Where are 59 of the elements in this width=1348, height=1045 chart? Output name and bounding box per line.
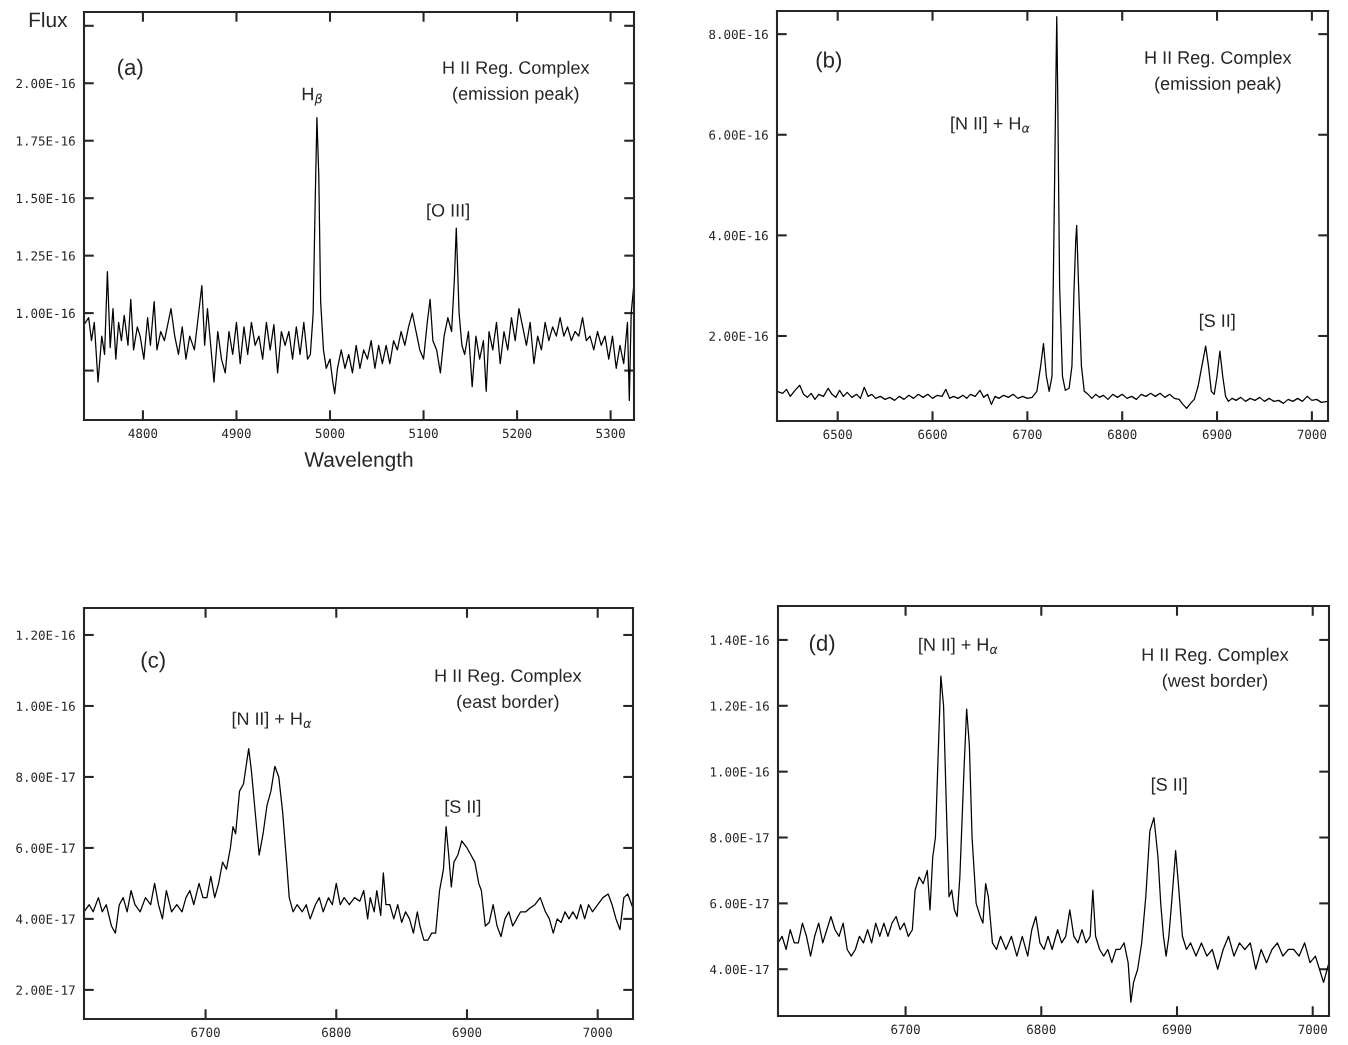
y-tick-label: 1.00E-16 [710, 767, 769, 777]
annotation: (a) [118, 58, 143, 80]
x-tick-label: 6700 [891, 1024, 920, 1035]
y-tick-label: 1.00E-16 [16, 308, 75, 319]
x-tick-label: 5200 [502, 428, 532, 439]
y-tick-label: 6.00E-17 [16, 843, 75, 853]
x-axis-title: Wavelength [304, 451, 413, 472]
y-tick-label: 4.00E-17 [16, 914, 75, 924]
annotation: (b) [816, 51, 841, 73]
annotation: [S II] [445, 799, 481, 817]
x-tick-label: 6800 [1027, 1024, 1056, 1035]
annotation: (c) [141, 651, 165, 673]
y-tick-label: 8.00E-17 [710, 833, 769, 843]
x-tick-label: 6800 [1107, 429, 1137, 440]
x-tick-label: 4900 [222, 428, 251, 439]
annotation: [N II] + H$_{α}$ [951, 116, 1030, 134]
annotation: H II Reg. Complex (emission peak) [443, 60, 590, 104]
y-tick-label: 1.20E-16 [710, 701, 769, 711]
x-tick-label: 6900 [452, 1027, 482, 1038]
annotation: [O III] [427, 203, 469, 221]
y-tick-label: 2.00E-16 [709, 331, 768, 341]
y-tick-label: 1.25E-16 [16, 251, 75, 261]
x-tick-label: 7000 [1297, 429, 1327, 440]
annotation: H II Reg. Complex (east border) [435, 668, 582, 712]
x-tick-label: 6700 [1013, 429, 1042, 440]
annotation: H II Reg. Complex (emission peak) [1145, 50, 1292, 94]
y-tick-label: 1.20E-16 [16, 630, 75, 640]
y-tick-label: 4.00E-16 [709, 230, 768, 241]
x-tick-label: 6800 [322, 1027, 351, 1038]
x-tick-label: 4800 [128, 428, 158, 439]
y-tick-label: 2.00E-16 [16, 78, 75, 89]
x-tick-label: 7000 [583, 1027, 612, 1038]
annotation: [S II] [1199, 313, 1235, 331]
y-tick-label: 6.00E-16 [709, 130, 768, 140]
x-tick-label: 6900 [1162, 1024, 1192, 1035]
x-tick-label: 5100 [409, 428, 438, 439]
x-tick-label: 6500 [823, 429, 852, 440]
x-tick-label: 5000 [315, 428, 345, 439]
x-tick-label: 6900 [1202, 429, 1232, 440]
x-tick-label: 6700 [191, 1027, 220, 1038]
y-tick-label: 1.40E-16 [710, 635, 769, 645]
x-tick-label: 5300 [596, 428, 625, 439]
y-tick-label: 8.00E-16 [709, 29, 768, 40]
annotation: (d) [809, 634, 835, 656]
x-tick-label: 6600 [918, 429, 947, 440]
annotation: H II Reg. Complex (west border) [1142, 647, 1289, 691]
y-tick-label: 6.00E-17 [710, 898, 769, 909]
y-axis-title: Flux [29, 12, 68, 28]
annotation: [S II] [1151, 777, 1187, 795]
annotation: [N II] + H$_{α}$ [232, 711, 312, 729]
y-tick-label: 2.00E-17 [16, 985, 75, 995]
x-tick-label: 7000 [1298, 1024, 1327, 1035]
y-tick-label: 1.00E-16 [16, 701, 75, 711]
y-tick-label: 1.75E-16 [16, 136, 75, 146]
y-tick-label: 1.50E-16 [16, 193, 75, 204]
annotation: [N II] + H$_{α}$ [919, 637, 998, 655]
y-tick-label: 8.00E-17 [16, 772, 75, 782]
y-tick-label: 4.00E-17 [710, 964, 769, 975]
annotation: H$_{β}$ [302, 87, 322, 106]
